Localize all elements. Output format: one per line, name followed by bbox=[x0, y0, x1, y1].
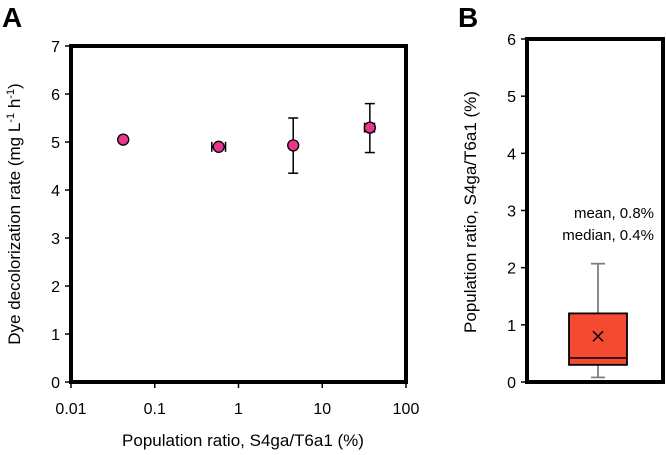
y-tick-label: 7 bbox=[51, 39, 60, 56]
y-tick-label: 3 bbox=[507, 204, 516, 221]
median-annotation: median, 0.4% bbox=[562, 227, 654, 244]
panel-a-label: A bbox=[2, 2, 22, 33]
y-tick-label: 3 bbox=[51, 231, 60, 248]
y-tick-label: 1 bbox=[51, 327, 60, 344]
y-tick-label: 5 bbox=[51, 135, 60, 152]
panel-a-y-axis-title: Dye decolorization rate (mg L-1 h-1) bbox=[5, 83, 24, 344]
panel-b-label: B bbox=[458, 2, 478, 33]
data-point bbox=[212, 140, 225, 153]
y-tick-label: 4 bbox=[507, 146, 516, 163]
panel-b-ticks: 0 1 2 3 4 5 6 bbox=[507, 32, 527, 392]
data-point bbox=[117, 133, 130, 146]
panel-b-y-axis-title: Population ratio, S4ga/T6a1 (%) bbox=[461, 91, 480, 333]
panel-a-points bbox=[117, 102, 376, 174]
y-tick-label: 5 bbox=[507, 89, 516, 106]
x-tick-label: 0.1 bbox=[144, 401, 166, 418]
y-tick-label: 0 bbox=[51, 375, 60, 392]
x-tick-label: 100 bbox=[393, 401, 420, 418]
mean-annotation: mean, 0.8% bbox=[574, 205, 654, 222]
y-tick-label: 1 bbox=[507, 318, 516, 335]
panel-a-frame bbox=[69, 44, 408, 384]
x-tick-label: 10 bbox=[313, 401, 331, 418]
y-tick-label: 2 bbox=[507, 261, 516, 278]
y-tick-label: 4 bbox=[51, 183, 60, 200]
data-point bbox=[287, 139, 300, 152]
iqr-box bbox=[568, 312, 628, 366]
panel-b-boxplot bbox=[568, 262, 628, 379]
y-tick-label: 6 bbox=[507, 32, 516, 49]
panel-a-x-axis-title: Population ratio, S4ga/T6a1 (%) bbox=[122, 431, 364, 450]
panel-b-frame bbox=[525, 37, 665, 384]
data-point bbox=[363, 121, 376, 134]
y-tick-label: 0 bbox=[507, 375, 516, 392]
mean-marker bbox=[592, 330, 604, 342]
panel-a-ticks: 0 1 2 3 4 5 6 7 0.01 0.1 1 10 100 bbox=[51, 39, 419, 418]
x-tick-label: 1 bbox=[234, 401, 243, 418]
y-tick-label: 6 bbox=[51, 87, 60, 104]
y-tick-label: 2 bbox=[51, 279, 60, 296]
x-tick-label: 0.01 bbox=[55, 401, 86, 418]
